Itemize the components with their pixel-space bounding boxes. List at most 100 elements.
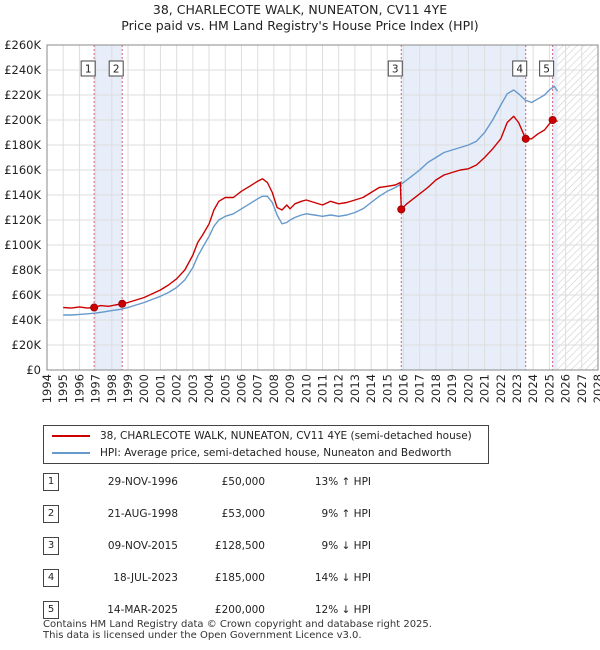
sale-price: £50,000 bbox=[221, 476, 265, 488]
table-row: 4 18-JUL-2023 £185,000 14% ↓ HPI bbox=[43, 569, 463, 589]
sale-badge: 1 bbox=[43, 473, 59, 491]
price-paid-line bbox=[63, 115, 558, 309]
sale-badge-box bbox=[387, 60, 403, 77]
y-tick-label: £40K bbox=[12, 313, 42, 327]
chart-title-line1: 38, CHARLECOTE WALK, NUNEATON, CV11 4YE bbox=[152, 2, 448, 17]
x-tick-label: 2011 bbox=[316, 374, 330, 403]
sale-hpi-diff: 13% ↑ HPI bbox=[314, 476, 371, 488]
y-tick-label: £140K bbox=[4, 188, 41, 202]
x-tick-label: 2021 bbox=[478, 374, 492, 403]
sale-date: 21-AUG-1998 bbox=[107, 508, 178, 520]
y-tick-label: £20K bbox=[12, 338, 42, 352]
sale-point bbox=[397, 205, 406, 214]
x-tick-label: 2012 bbox=[332, 374, 346, 403]
sale-badge-label: 2 bbox=[113, 64, 120, 76]
sale-badge-label: 5 bbox=[543, 64, 550, 76]
x-tick-label: 2000 bbox=[137, 374, 151, 403]
chart-title-line2: Price paid vs. HM Land Registry's House … bbox=[121, 18, 479, 33]
sale-hpi-diff: 12% ↓ HPI bbox=[314, 604, 371, 616]
x-tick-label: 2014 bbox=[364, 374, 378, 403]
legend-label-hpi: HPI: Average price, semi-detached house,… bbox=[100, 447, 452, 459]
sale-point bbox=[548, 116, 557, 125]
sale-badge-label: 4 bbox=[516, 64, 523, 76]
sale-badge: 2 bbox=[43, 505, 59, 523]
y-tick-label: £120K bbox=[4, 213, 41, 227]
sale-badge: 4 bbox=[43, 569, 59, 587]
x-tick-label: 2020 bbox=[461, 374, 475, 403]
x-tick-label: 2002 bbox=[170, 374, 184, 403]
legend-label-price: 38, CHARLECOTE WALK, NUNEATON, CV11 4YE … bbox=[100, 430, 472, 442]
sale-price: £128,500 bbox=[214, 540, 265, 552]
sale-badge-label: 1 bbox=[85, 64, 92, 76]
x-tick-label: 2013 bbox=[348, 374, 362, 403]
sale-price: £185,000 bbox=[214, 572, 265, 584]
y-tick-label: £200K bbox=[4, 113, 41, 127]
table-row: 5 14-MAR-2025 £200,000 12% ↓ HPI bbox=[43, 601, 463, 621]
sale-point bbox=[521, 134, 530, 143]
x-tick-label: 2010 bbox=[299, 374, 313, 403]
x-tick-label: 1997 bbox=[89, 374, 103, 403]
x-tick-label: 2006 bbox=[234, 374, 248, 403]
x-tick-label: 2027 bbox=[575, 374, 589, 403]
x-tick-label: 2007 bbox=[251, 374, 265, 403]
x-tick-label: 2008 bbox=[267, 374, 281, 403]
sale-hpi-diff: 14% ↓ HPI bbox=[314, 572, 371, 584]
x-tick-label: 1999 bbox=[121, 374, 135, 403]
y-tick-label: £260K bbox=[4, 38, 41, 52]
x-tick-label: 2016 bbox=[397, 374, 411, 403]
sale-badge: 5 bbox=[43, 601, 59, 619]
ownership-shade bbox=[94, 45, 123, 370]
x-tick-label: 2015 bbox=[380, 374, 394, 403]
x-tick-label: 2001 bbox=[153, 374, 167, 403]
sale-badge-box bbox=[512, 60, 528, 77]
plot-frame bbox=[46, 44, 599, 371]
legend: 38, CHARLECOTE WALK, NUNEATON, CV11 4YE … bbox=[43, 425, 489, 464]
y-tick-label: £160K bbox=[4, 163, 41, 177]
sale-date: 09-NOV-2015 bbox=[107, 540, 178, 552]
sale-badge-box bbox=[539, 60, 555, 77]
table-row: 3 09-NOV-2015 £128,500 9% ↓ HPI bbox=[43, 537, 463, 557]
legend-swatch-price bbox=[52, 435, 90, 437]
legend-item-price: 38, CHARLECOTE WALK, NUNEATON, CV11 4YE … bbox=[52, 428, 472, 444]
footer-attribution: Contains HM Land Registry data © Crown c… bbox=[43, 619, 432, 641]
x-tick-label: 2024 bbox=[526, 374, 540, 403]
sale-date: 14-MAR-2025 bbox=[107, 604, 178, 616]
hpi-line bbox=[63, 85, 559, 316]
x-tick-label: 1995 bbox=[56, 374, 70, 403]
x-tick-label: 2009 bbox=[283, 374, 297, 403]
y-tick-label: £60K bbox=[12, 288, 42, 302]
sale-badge-box bbox=[80, 60, 96, 77]
future-hatch bbox=[557, 45, 598, 370]
x-tick-label: 2017 bbox=[413, 374, 427, 403]
x-tick-label: 1994 bbox=[40, 374, 54, 403]
sale-price: £200,000 bbox=[214, 604, 265, 616]
sale-date: 29-NOV-1996 bbox=[107, 476, 178, 488]
sale-badge-box bbox=[108, 60, 124, 77]
x-tick-label: 1996 bbox=[72, 374, 86, 403]
sale-hpi-diff: 9% ↑ HPI bbox=[321, 508, 371, 520]
sale-hpi-diff: 9% ↓ HPI bbox=[321, 540, 371, 552]
y-tick-label: £100K bbox=[4, 238, 41, 252]
x-tick-label: 2023 bbox=[510, 374, 524, 403]
x-tick-label: 2018 bbox=[429, 374, 443, 403]
x-tick-label: 2028 bbox=[591, 374, 600, 403]
footer-line2: This data is licensed under the Open Gov… bbox=[43, 630, 362, 641]
x-tick-label: 2022 bbox=[494, 374, 508, 403]
x-tick-label: 2004 bbox=[202, 374, 216, 403]
y-tick-label: £80K bbox=[12, 263, 42, 277]
x-tick-label: 2025 bbox=[542, 374, 556, 403]
y-tick-label: £220K bbox=[4, 88, 41, 102]
sale-price: £53,000 bbox=[221, 508, 265, 520]
sale-point bbox=[118, 299, 127, 308]
x-tick-label: 1998 bbox=[105, 374, 119, 403]
legend-item-hpi: HPI: Average price, semi-detached house,… bbox=[52, 445, 451, 461]
x-tick-label: 2003 bbox=[186, 374, 200, 403]
legend-swatch-hpi bbox=[52, 452, 90, 454]
footer-line1: Contains HM Land Registry data © Crown c… bbox=[43, 619, 432, 630]
ownership-shade bbox=[401, 45, 526, 370]
x-tick-label: 2005 bbox=[218, 374, 232, 403]
x-tick-label: 2019 bbox=[445, 374, 459, 403]
price-chart: £0 £20K £40K £60K £80K £100K £120K £140K £160K £1… bbox=[4, 38, 600, 403]
table-row: 1 29-NOV-1996 £50,000 13% ↑ HPI bbox=[43, 473, 463, 493]
chart-title: 38, CHARLECOTE WALK, NUNEATON, CV11 4YE … bbox=[0, 2, 600, 34]
